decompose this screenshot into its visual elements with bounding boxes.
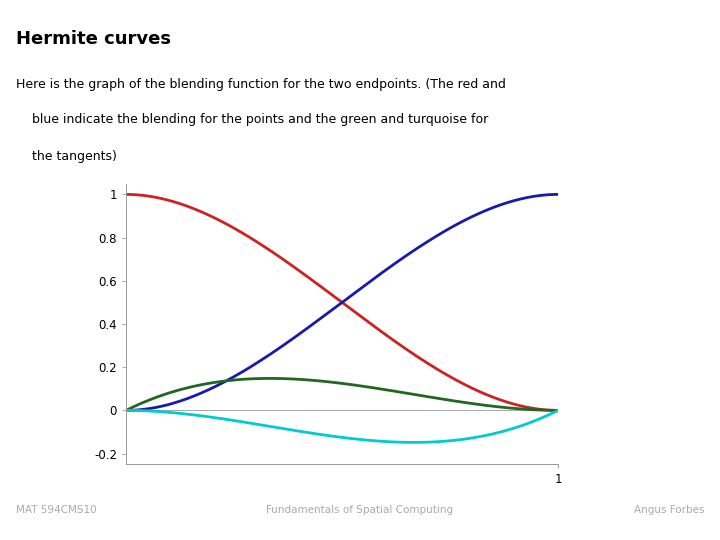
Text: Angus Forbes: Angus Forbes [634,505,704,515]
Text: blue indicate the blending for the points and the green and turquoise for: blue indicate the blending for the point… [16,113,488,126]
Text: Here is the graph of the blending function for the two endpoints. (The red and: Here is the graph of the blending functi… [16,78,505,91]
Text: MAT 594CMS10: MAT 594CMS10 [16,505,96,515]
Text: the tangents): the tangents) [16,150,117,163]
Text: Fundamentals of Spatial Computing: Fundamentals of Spatial Computing [266,505,454,515]
Text: Hermite curves: Hermite curves [16,30,171,48]
